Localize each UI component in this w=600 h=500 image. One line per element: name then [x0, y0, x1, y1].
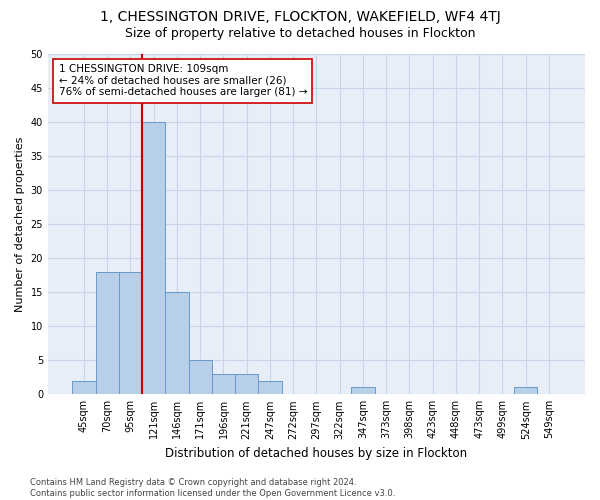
Bar: [166, 292, 188, 394]
Bar: [95, 272, 119, 394]
Text: 1, CHESSINGTON DRIVE, FLOCKTON, WAKEFIELD, WF4 4TJ: 1, CHESSINGTON DRIVE, FLOCKTON, WAKEFIEL…: [100, 10, 500, 24]
Text: 1 CHESSINGTON DRIVE: 109sqm
← 24% of detached houses are smaller (26)
76% of sem: 1 CHESSINGTON DRIVE: 109sqm ← 24% of det…: [59, 64, 307, 98]
Bar: [352, 388, 374, 394]
Bar: [259, 380, 281, 394]
Bar: [142, 122, 166, 394]
Bar: [235, 374, 259, 394]
Bar: [514, 388, 538, 394]
Bar: [119, 272, 142, 394]
Text: Contains HM Land Registry data © Crown copyright and database right 2024.
Contai: Contains HM Land Registry data © Crown c…: [30, 478, 395, 498]
Bar: [212, 374, 235, 394]
Y-axis label: Number of detached properties: Number of detached properties: [15, 136, 25, 312]
Text: Size of property relative to detached houses in Flockton: Size of property relative to detached ho…: [125, 28, 475, 40]
X-axis label: Distribution of detached houses by size in Flockton: Distribution of detached houses by size …: [166, 447, 467, 460]
Bar: [73, 380, 95, 394]
Bar: [188, 360, 212, 394]
